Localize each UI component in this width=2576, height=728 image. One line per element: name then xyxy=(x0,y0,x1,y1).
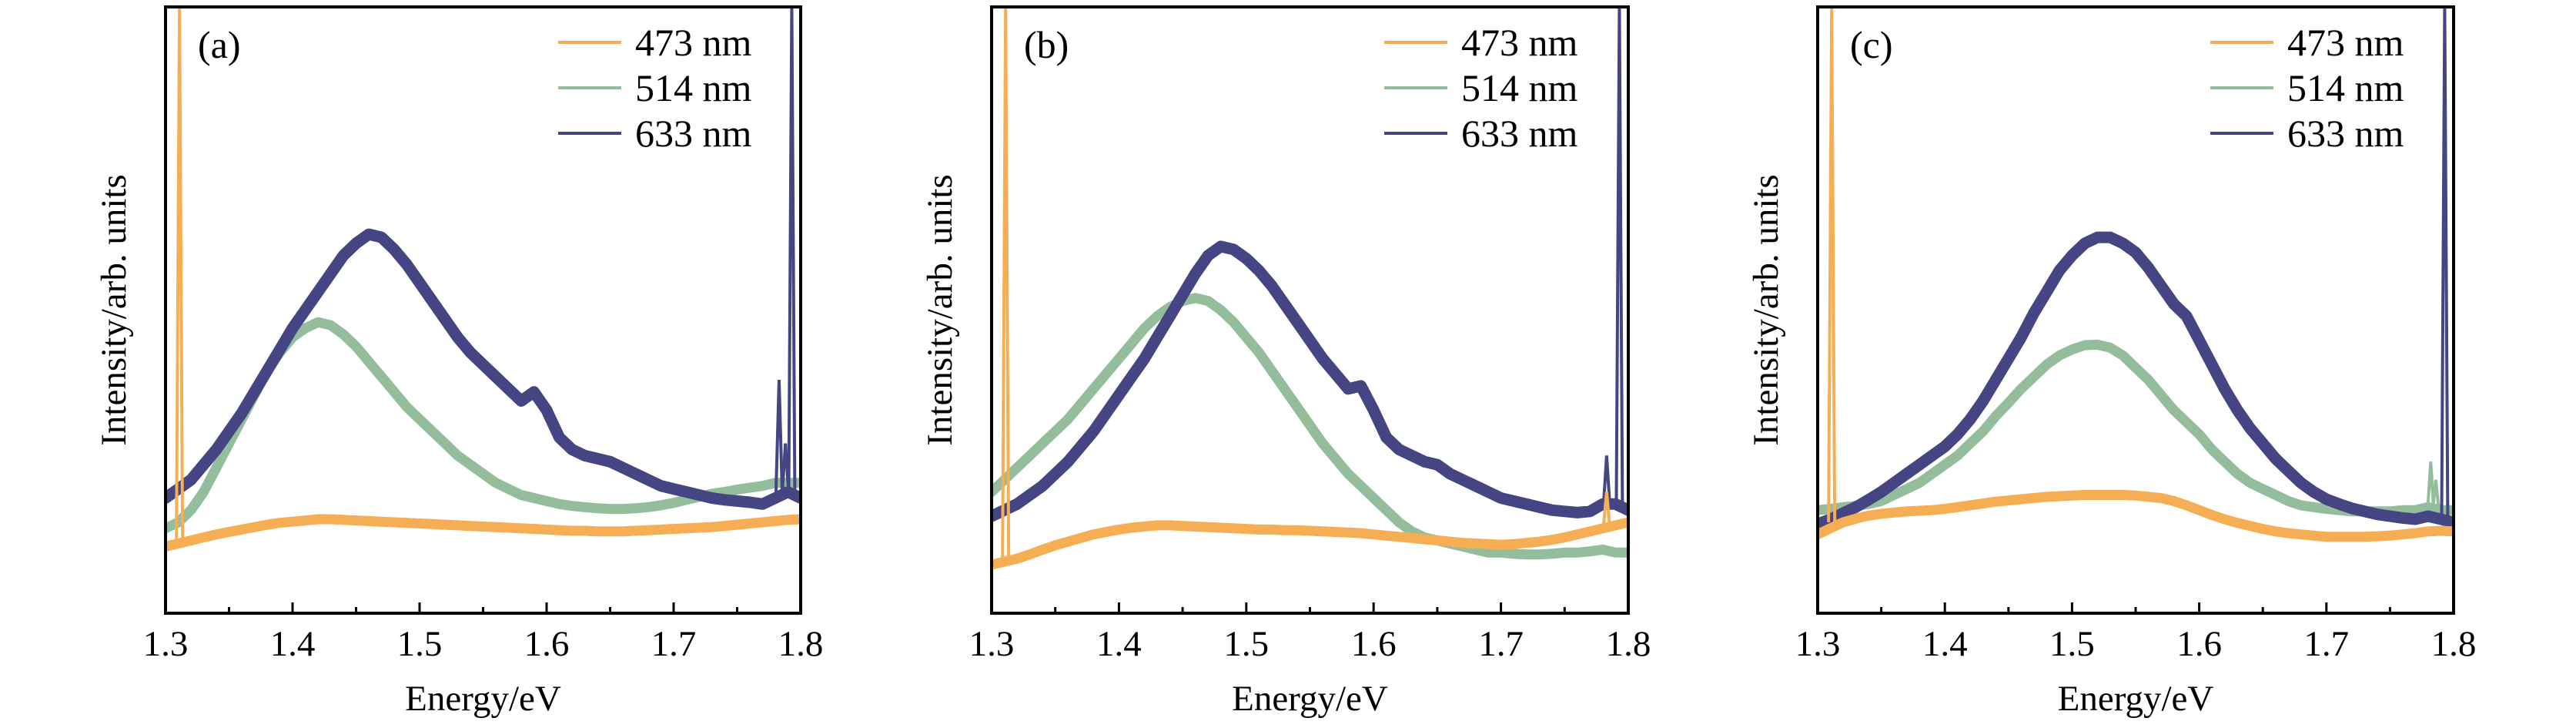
spike-peak xyxy=(774,379,784,492)
x-tick-label: 1.3 xyxy=(969,624,1015,664)
x-axis-title: Energy/eV xyxy=(405,679,561,719)
series-633-nm xyxy=(992,7,1628,522)
series-473-nm xyxy=(1818,7,2454,542)
panel-a: 1.3 1.4 1.5 1.6 1.7 1.8 Energy/eV Intensity/arb… xyxy=(94,5,824,719)
series-line-473-nm xyxy=(992,517,1628,570)
x-tick-label: 1.6 xyxy=(1351,624,1397,664)
spike-peak xyxy=(2440,7,2450,522)
panel-label: (a) xyxy=(198,23,241,66)
spike-peak xyxy=(787,7,797,498)
y-axis-title: Intensity/arb. units xyxy=(920,174,960,445)
series-line-633-nm xyxy=(166,228,801,510)
spike-peak xyxy=(175,7,185,541)
x-tick-label: 1.8 xyxy=(1606,624,1651,664)
legend-label: 514 nm xyxy=(2287,66,2404,109)
x-axis-title: Energy/eV xyxy=(2058,679,2214,719)
x-tick-label: 1.8 xyxy=(778,624,824,664)
series-514-nm xyxy=(992,293,1628,560)
panel-c: 1.3 1.4 1.5 1.6 1.7 1.8 Energy/eV Intensity/arb… xyxy=(1746,5,2477,719)
x-tick-label: 1.4 xyxy=(1922,624,1968,664)
series-line-514-nm xyxy=(992,293,1628,560)
legend-item: 514 nm xyxy=(1384,66,1578,109)
legend-item: 633 nm xyxy=(1384,112,1578,155)
panel-label: (b) xyxy=(1024,23,1069,66)
x-tick-label: 1.5 xyxy=(1223,624,1269,664)
series-line-473-nm xyxy=(166,514,801,552)
x-tick-label: 1.8 xyxy=(2431,624,2477,664)
plot-area xyxy=(1818,7,2454,542)
x-tick-label: 1.4 xyxy=(270,624,316,664)
x-tick-label: 1.7 xyxy=(2303,624,2349,664)
spike-peak xyxy=(1001,7,1011,559)
legend-label: 473 nm xyxy=(635,21,752,64)
x-tick-label: 1.7 xyxy=(1478,624,1524,664)
legend-item: 633 nm xyxy=(2210,112,2404,155)
legend-label: 473 nm xyxy=(1461,21,1578,64)
series-633-nm xyxy=(166,7,801,510)
series-line-514-nm xyxy=(1818,339,2454,517)
legend-label: 514 nm xyxy=(1461,66,1578,109)
legend-item: 514 nm xyxy=(558,66,752,109)
legend-label: 633 nm xyxy=(1461,112,1578,155)
spike-peak xyxy=(1601,491,1611,526)
x-tick-label: 1.3 xyxy=(1795,624,1841,664)
spike-peak xyxy=(1827,7,1837,522)
spike-peak xyxy=(1601,455,1611,505)
spike-peak xyxy=(2430,479,2441,511)
series-line-473-nm xyxy=(1818,490,2454,542)
series-line-633-nm xyxy=(992,240,1628,522)
panel-b: 1.3 1.4 1.5 1.6 1.7 1.8 Energy/eV Intensity/arb… xyxy=(920,5,1651,719)
legend-label: 633 nm xyxy=(635,112,752,155)
legend-label: 473 nm xyxy=(2287,21,2404,64)
x-tick-label: 1.5 xyxy=(397,624,443,664)
x-tick-label: 1.6 xyxy=(524,624,570,664)
plot-area xyxy=(992,7,1628,570)
legend-item: 514 nm xyxy=(2210,66,2404,109)
series-514-nm xyxy=(1818,339,2454,517)
legend-item: 473 nm xyxy=(2210,21,2404,64)
series-633-nm xyxy=(1818,7,2454,530)
x-axis-title: Energy/eV xyxy=(1232,679,1388,719)
y-axis-title: Intensity/arb. units xyxy=(1746,174,1786,445)
x-tick-label: 1.5 xyxy=(2049,624,2095,664)
legend-label: 633 nm xyxy=(2287,112,2404,155)
legend-label: 514 nm xyxy=(635,66,752,109)
spike-peak xyxy=(2426,461,2436,511)
spike-peak xyxy=(1614,7,1624,511)
series-473-nm xyxy=(992,7,1628,570)
legend-item: 473 nm xyxy=(558,21,752,64)
y-axis-title: Intensity/arb. units xyxy=(94,174,134,445)
x-tick-label: 1.3 xyxy=(143,624,189,664)
panel-label: (c) xyxy=(1850,23,1893,66)
x-tick-label: 1.6 xyxy=(2176,624,2222,664)
legend-item: 473 nm xyxy=(1384,21,1578,64)
plot-area xyxy=(166,7,801,552)
x-tick-label: 1.7 xyxy=(651,624,697,664)
legend-item: 633 nm xyxy=(558,112,752,155)
series-line-633-nm xyxy=(1818,231,2454,530)
x-tick-label: 1.4 xyxy=(1096,624,1142,664)
series-473-nm xyxy=(166,7,801,552)
